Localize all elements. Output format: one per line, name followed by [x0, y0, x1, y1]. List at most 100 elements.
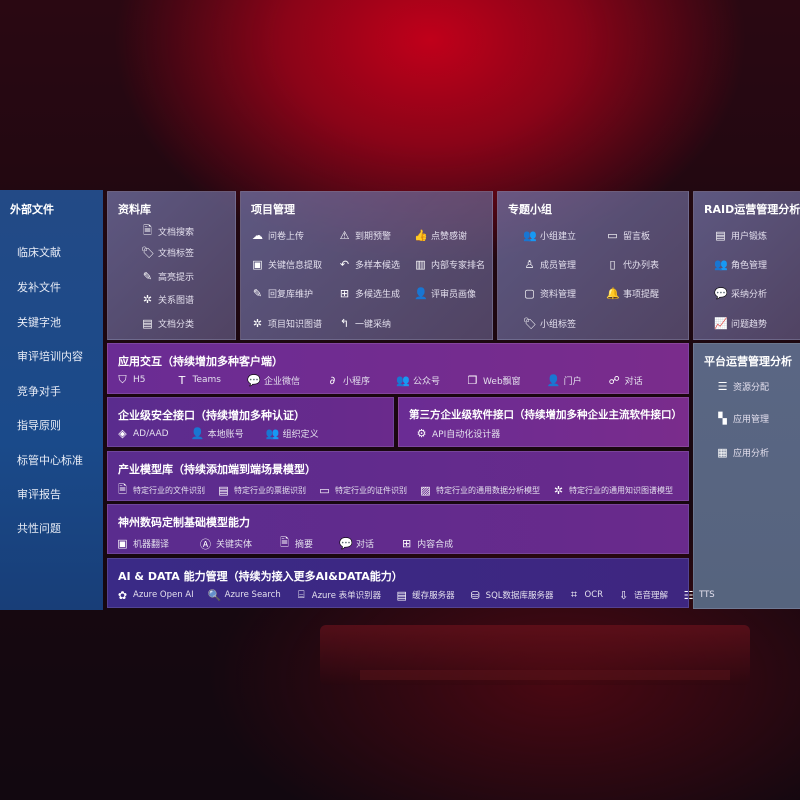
thumbs-up-icon: 👍: [414, 229, 428, 242]
item-label: 特定行业的票据识别: [234, 486, 306, 495]
interaction-item[interactable]: ☍ 对话: [608, 373, 643, 387]
user-icon: 👤: [414, 287, 428, 300]
sidebar-title: 外部文件: [10, 203, 54, 216]
industry-item[interactable]: ▤ 特定行业的票据识别: [217, 481, 306, 500]
interaction-item[interactable]: 👥 公众号: [396, 373, 440, 387]
base-item[interactable]: 💬 对话: [339, 534, 374, 553]
industry-item[interactable]: ▨ 特定行业的通用数据分析模型: [419, 481, 540, 500]
group-item[interactable]: 🏷 小组标签: [523, 317, 576, 330]
item-label: 回复库维护: [268, 290, 314, 300]
sidebar-item[interactable]: 关键字池: [17, 316, 61, 329]
raid-item[interactable]: 👥 角色管理: [714, 258, 767, 271]
raid-item[interactable]: 📈 问题趋势: [714, 317, 767, 330]
sidebar-item[interactable]: 指导原则: [17, 419, 61, 432]
panel-title: RAID运营管理分析: [704, 203, 800, 216]
project-item[interactable]: ✎ 回复库维护: [251, 287, 313, 300]
interaction-item[interactable]: ⛉ H5: [116, 373, 145, 387]
aidata-item[interactable]: ⌗ OCR: [568, 588, 603, 602]
speech-icon: ⇩: [618, 588, 629, 602]
project-item[interactable]: ☁ 问卷上传: [251, 229, 304, 242]
industry-item[interactable]: ▭ 特定行业的证件识别: [318, 481, 407, 500]
item-label: 特定行业的通用数据分析模型: [436, 486, 540, 495]
interaction-item[interactable]: 💬 企业微信: [247, 373, 300, 387]
sidebar-item[interactable]: 审评报告: [17, 488, 61, 501]
group-item[interactable]: ▭ 留言板: [606, 229, 650, 242]
group-item[interactable]: ▯ 代办列表: [606, 258, 659, 271]
item-label: 高亮提示: [158, 273, 195, 283]
miniprogram-icon: ∂: [329, 373, 336, 387]
sidebar-item[interactable]: 审评培训内容: [17, 350, 83, 363]
item-label: TTS: [699, 590, 715, 600]
aidata-item[interactable]: ⛁ SQL数据库服务器: [469, 588, 554, 602]
library-item[interactable]: 🗎 文档搜索: [141, 222, 194, 241]
project-item[interactable]: ⊞ 多候选生成: [338, 287, 400, 300]
base-item[interactable]: 🗎 摘要: [278, 534, 313, 553]
aidata-item[interactable]: ⇩ 语音理解: [617, 588, 668, 602]
panel-title: AI & DATA 能力管理（持续为接入更多AI&DATA能力）: [118, 570, 403, 583]
project-item[interactable]: ↰ 一键采纳: [338, 317, 391, 330]
aidata-item[interactable]: ✿ Azure Open AI: [116, 588, 194, 602]
sidebar-item[interactable]: 发补文件: [17, 281, 61, 294]
base-item[interactable]: Ⓐ 关键实体: [199, 534, 252, 553]
sidebar-item[interactable]: 竞争对手: [17, 385, 61, 398]
third-party-item[interactable]: ⚙ API自动化设计器: [415, 427, 501, 440]
aidata-item[interactable]: ☷ TTS: [682, 588, 715, 602]
platform-item[interactable]: ☰ 资源分配: [716, 380, 769, 393]
base-item[interactable]: ▣ 机器翻译: [116, 534, 169, 553]
users-icon: 👥: [714, 258, 728, 271]
library-item[interactable]: ✎ 高亮提示: [141, 270, 194, 283]
project-item[interactable]: ↶ 多样本候选: [338, 258, 400, 271]
library-item[interactable]: ▤ 文档分类: [141, 317, 194, 330]
industry-item[interactable]: ✲ 特定行业的通用知识图谱模型: [552, 481, 673, 500]
group-item[interactable]: ▢ 资料管理: [523, 287, 576, 300]
group-item[interactable]: 🔔 事项提醒: [606, 287, 659, 300]
item-label: Teams: [192, 375, 221, 385]
base-item[interactable]: ⊞ 内容合成: [400, 534, 453, 553]
interaction-item[interactable]: 👤 门户: [547, 373, 582, 387]
project-item[interactable]: ✲ 项目知识图谱: [251, 317, 322, 330]
interaction-item[interactable]: T Teams: [176, 373, 221, 387]
raid-item[interactable]: ▤ 用户锻炼: [714, 229, 767, 242]
apps-icon: ▚: [718, 412, 727, 425]
security-item[interactable]: 👥 组织定义: [266, 427, 319, 440]
ocr-icon: ⌗: [570, 588, 578, 601]
aidata-item[interactable]: ⌸ Azure 表单识别器: [295, 588, 381, 602]
platform-item[interactable]: ▦ 应用分析: [716, 446, 769, 459]
item-label: 一键采纳: [355, 320, 392, 330]
project-item[interactable]: ⚠ 到期预警: [338, 229, 391, 242]
item-label: 用户锻炼: [731, 232, 768, 242]
sidebar-item[interactable]: 共性问题: [17, 522, 61, 535]
library-item[interactable]: ✲ 关系图谱: [141, 293, 194, 306]
project-item[interactable]: ▥ 内部专家排名: [414, 258, 485, 271]
project-item[interactable]: ▣ 关键信息提取: [251, 258, 322, 271]
library-item[interactable]: 🏷 文档标签: [141, 246, 194, 259]
clipboard-icon: ▯: [609, 258, 616, 271]
panel-title: 专题小组: [508, 203, 552, 216]
sidebar-item[interactable]: 标管中心标准: [17, 454, 83, 467]
item-label: AD/AAD: [133, 428, 169, 439]
aidata-item[interactable]: ▤ 缓存服务器: [395, 588, 454, 602]
raid-item[interactable]: 💬 采纳分析: [714, 287, 767, 300]
security-item[interactable]: ◈ AD/AAD: [116, 427, 169, 440]
interaction-item[interactable]: ❐ Web飘窗: [466, 373, 521, 387]
platform-item[interactable]: ▚ 应用管理: [716, 412, 769, 425]
item-label: 资源分配: [733, 383, 770, 393]
item-label: 摘要: [295, 540, 314, 550]
project-item[interactable]: 👍 点赞感谢: [414, 229, 467, 242]
alarm-icon: ⚠: [339, 229, 350, 242]
id-card-icon: ▤: [715, 229, 726, 242]
project-item[interactable]: 👤 评审员画像: [414, 287, 476, 300]
group-item[interactable]: 👥 小组建立: [523, 229, 576, 242]
qa-icon: 💬: [714, 287, 728, 300]
panel-title: 资料库: [118, 203, 151, 216]
item-label: 特定行业的通用知识图谱模型: [569, 486, 673, 495]
interaction-item[interactable]: ∂ 小程序: [326, 373, 370, 387]
security-item[interactable]: 👤 本地账号: [191, 427, 244, 440]
item-label: 文档分类: [158, 320, 195, 330]
aidata-item[interactable]: 🔍 Azure Search: [208, 588, 281, 602]
industry-item[interactable]: 🗎 特定行业的文件识别: [116, 481, 205, 500]
ai-data-panel: AI & DATA 能力管理（持续为接入更多AI&DATA能力） ✿ Azure …: [107, 558, 715, 608]
item-label: 语音理解: [634, 591, 669, 601]
sidebar-item[interactable]: 临床文献: [17, 246, 61, 259]
group-item[interactable]: ♙ 成员管理: [523, 258, 576, 271]
